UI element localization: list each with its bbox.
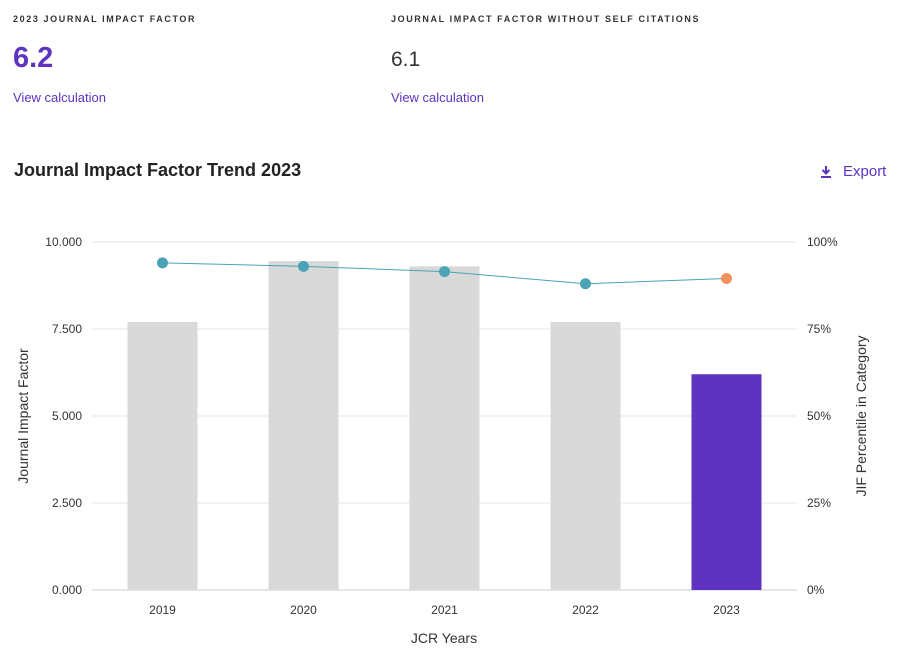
y-tick-label-right: 50% <box>807 409 831 423</box>
y-tick-label-right: 0% <box>807 583 825 597</box>
jif-without-self-citations-label: JOURNAL IMPACT FACTOR WITHOUT SELF CITAT… <box>391 14 701 24</box>
percentile-point-2020 <box>298 260 309 272</box>
y-tick-label-left: 10.000 <box>45 235 82 249</box>
jif-without-self-citations-metric: JOURNAL IMPACT FACTOR WITHOUT SELF CITAT… <box>391 14 700 105</box>
percentile-point-2022 <box>580 278 591 290</box>
bar-2019 <box>127 322 198 590</box>
percentile-point-2021 <box>439 266 450 278</box>
jif-without-self-citations-view-calculation-link[interactable]: View calculation <box>391 90 484 105</box>
jif-value: 6.2 <box>13 42 54 74</box>
jif-view-calculation-link[interactable]: View calculation <box>13 90 106 105</box>
jif-label: 2023 JOURNAL IMPACT FACTOR <box>13 14 197 24</box>
bar-2022 <box>550 322 621 590</box>
trend-title: Journal Impact Factor Trend 2023 <box>14 160 302 180</box>
x-tick-label: 2021 <box>431 603 458 617</box>
y-tick-label-left: 7.500 <box>52 322 82 336</box>
x-axis-title: JCR Years <box>411 630 477 646</box>
x-tick-label: 2019 <box>149 603 176 617</box>
export-label: Export <box>843 163 887 180</box>
jif-without-self-citations-value: 6.1 <box>391 48 421 71</box>
bar-2021 <box>409 266 480 590</box>
y-axis-title-right: JIF Percentile in Category <box>853 335 869 496</box>
percentile-point-2023 <box>721 273 732 285</box>
y-tick-label-right: 25% <box>807 496 831 510</box>
x-tick-label: 2020 <box>290 603 317 617</box>
y-tick-label-right: 75% <box>807 322 831 336</box>
export-button[interactable]: Export <box>820 163 886 180</box>
bar-2023 <box>691 374 762 590</box>
x-tick-label: 2022 <box>572 603 599 617</box>
y-axis-title-left: Journal Impact Factor <box>15 348 31 484</box>
percentile-point-2019 <box>157 257 168 269</box>
y-tick-label-right: 100% <box>807 235 838 249</box>
y-tick-label-left: 2.500 <box>52 496 82 510</box>
download-icon <box>821 166 831 178</box>
jif-metric: 2023 JOURNAL IMPACT FACTOR 6.2 View calc… <box>13 14 196 105</box>
y-tick-label-left: 5.000 <box>52 409 82 423</box>
bar-2020 <box>268 261 339 590</box>
y-tick-label-left: 0.000 <box>52 583 82 597</box>
x-tick-label: 2023 <box>713 603 740 617</box>
